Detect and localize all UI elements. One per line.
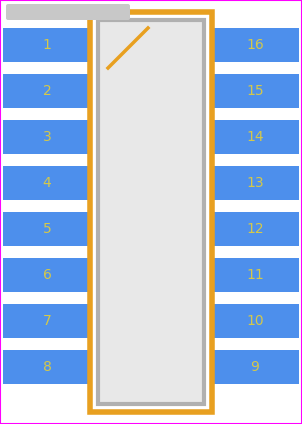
Text: 2: 2 [43,84,51,98]
Bar [98,20,204,404]
Bar [211,74,299,108]
Bar [211,28,299,62]
Bar [3,166,91,200]
Bar [211,120,299,154]
Bar [211,350,299,384]
Text: 14: 14 [246,130,264,144]
Text: 5: 5 [43,222,51,236]
Bar [211,212,299,246]
Text: 1: 1 [43,38,51,52]
Text: 7: 7 [43,314,51,328]
Bar [211,304,299,338]
Bar [3,258,91,292]
Text: 12: 12 [246,222,264,236]
Bar [211,166,299,200]
Text: 16: 16 [246,38,264,52]
Text: 8: 8 [43,360,51,374]
Bar [3,74,91,108]
Bar [3,28,91,62]
Text: 15: 15 [246,84,264,98]
Text: 4: 4 [43,176,51,190]
Text: 3: 3 [43,130,51,144]
Text: 10: 10 [246,314,264,328]
Text: 9: 9 [251,360,259,374]
Bar [90,12,212,412]
Text: 6: 6 [43,268,51,282]
Text: 13: 13 [246,176,264,190]
Bar [3,120,91,154]
Text: 11: 11 [246,268,264,282]
Bar [3,304,91,338]
Bar [3,350,91,384]
FancyBboxPatch shape [6,4,130,20]
Bar [3,212,91,246]
Bar [211,258,299,292]
